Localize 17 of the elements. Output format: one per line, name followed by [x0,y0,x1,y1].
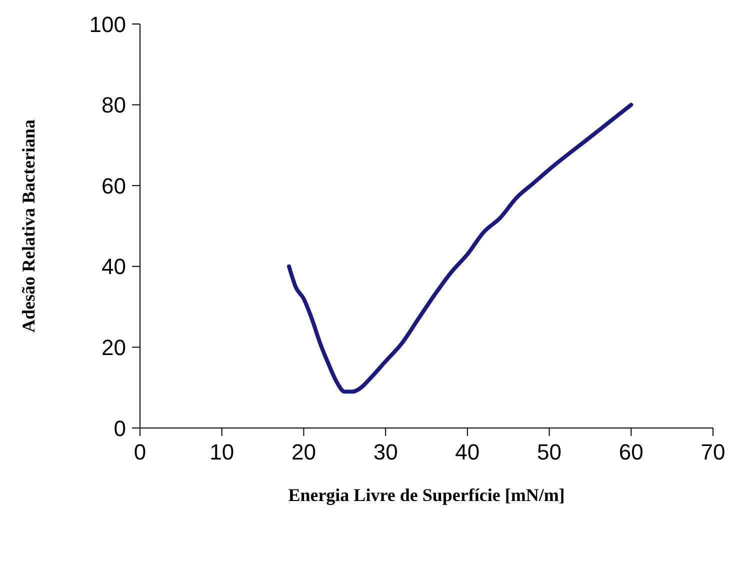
y-tick-label: 100 [89,12,126,37]
x-tick-label: 40 [455,440,480,465]
y-tick-label: 20 [102,335,126,360]
x-tick-label: 0 [134,440,146,465]
y-tick-label: 40 [102,254,126,280]
x-tick-label: 10 [210,440,234,465]
x-tick-label: 50 [537,440,562,465]
y-axis-title: Adesão Relativa Bacteriana [18,120,38,332]
y-tick-label: 0 [114,416,126,441]
line-series [286,102,634,394]
x-tick-label: 60 [618,440,644,465]
x-tick-label: 70 [700,440,726,465]
x-tick-label: 20 [291,440,316,465]
y-tick-label: 60 [102,173,126,198]
y-tick-label: 80 [102,92,126,118]
x-axis-title: Energia Livre de Superfície [mN/m] [288,485,565,505]
x-tick-label: 30 [373,440,398,465]
